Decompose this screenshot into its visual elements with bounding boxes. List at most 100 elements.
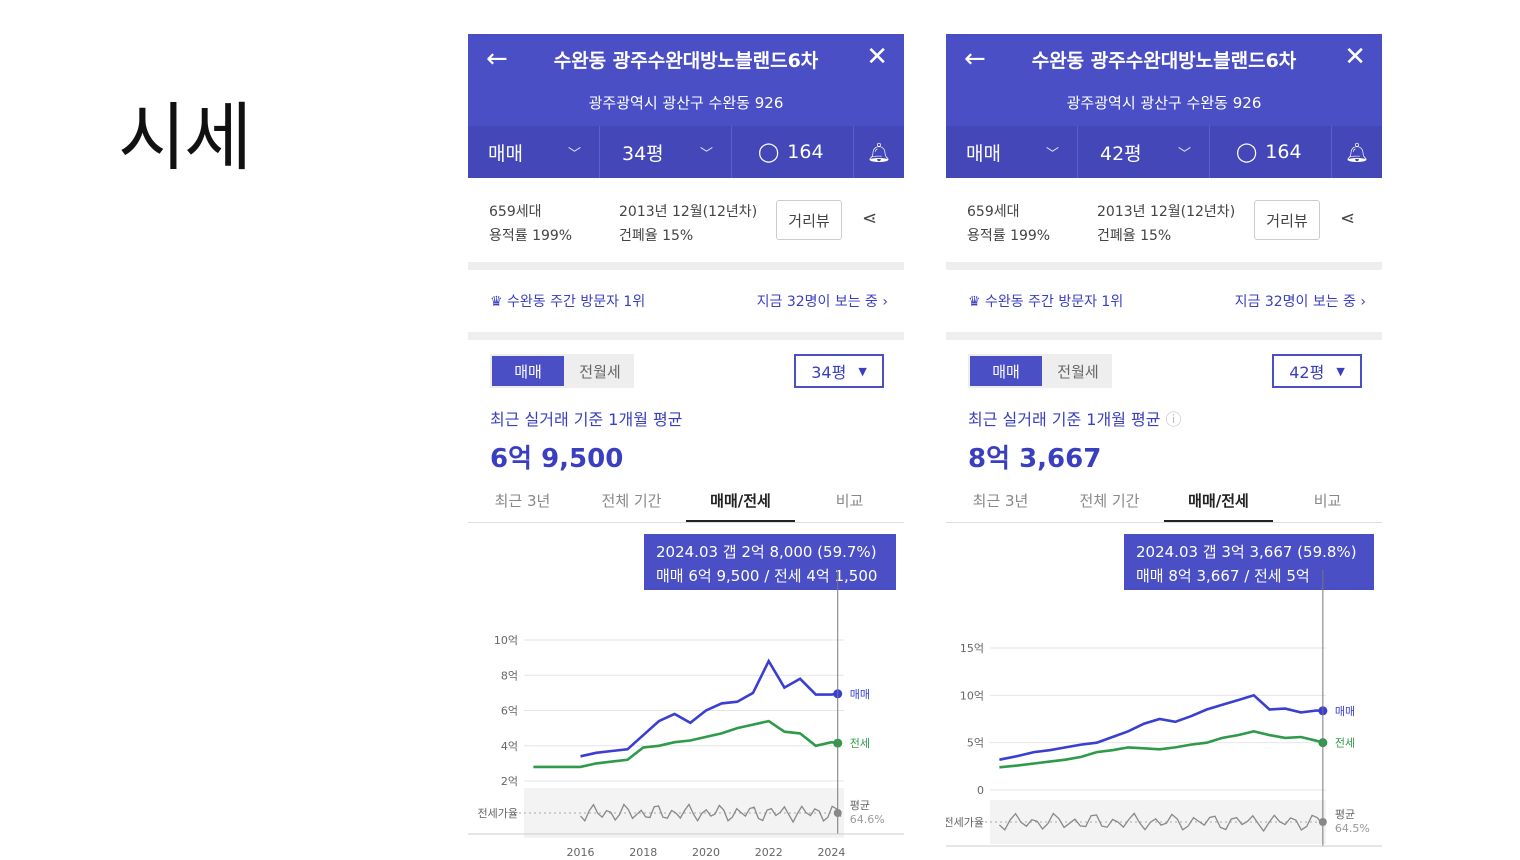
- area-select[interactable]: 42평 ▼: [1272, 354, 1362, 388]
- deal-segment: 매매 전월세: [490, 354, 634, 388]
- street-view-button[interactable]: 거리뷰: [776, 200, 842, 240]
- ratio-avg-value: 64.6%: [850, 813, 885, 826]
- rank-row[interactable]: ♛ 수완동 주간 방문자 1위 지금 32명이 보는 중 ›: [490, 294, 888, 310]
- x-tick-label: 2022: [755, 846, 783, 859]
- chevron-down-icon: ﹀: [567, 146, 581, 162]
- comments-button[interactable]: ◯ 164: [1210, 126, 1332, 178]
- floor-area-ratio: 용적률 199%: [967, 228, 1051, 244]
- help-icon: ⓘ: [1165, 410, 1182, 429]
- crown-icon: ♛: [490, 294, 508, 310]
- street-view-button[interactable]: 거리뷰: [1254, 200, 1320, 240]
- y-tick-label: 15억: [960, 642, 984, 655]
- avg-label: 최근 실거래 기준 1개월 평균: [490, 410, 683, 429]
- floor-area-ratio: 용적률 199%: [489, 228, 573, 244]
- complex-address: 광주광역시 광산구 수완동 926: [1066, 94, 1262, 112]
- share-icon[interactable]: ⋖: [1340, 208, 1356, 229]
- chart-tooltip: 2024.03 갭 2억 8,000 (59.7%) 매매 6억 9,500 / …: [644, 534, 896, 590]
- series-legend-label: 전세: [1335, 737, 1355, 750]
- viewers-text: 지금 32명이 보는 중: [756, 294, 878, 310]
- app-header: ← 수완동 광주수완대방노블랜드6차 ✕ 광주광역시 광산구 수완동 926 매…: [946, 34, 1382, 178]
- back-arrow-icon[interactable]: ←: [486, 44, 508, 74]
- ratio-avg-label: 평균: [850, 799, 870, 812]
- households: 659세대: [967, 204, 1020, 220]
- y-tick-label: 5억: [967, 737, 984, 750]
- tab-all-period[interactable]: 전체 기간: [1079, 492, 1140, 510]
- bell-icon[interactable]: 🔔︎: [866, 141, 892, 164]
- price-panel-34: ← 수완동 광주수완대방노블랜드6차 ✕ 광주광역시 광산구 수완동 926 매…: [468, 34, 904, 859]
- tab-sale-jeonse[interactable]: 매매/전세: [1164, 482, 1273, 522]
- comment-icon: ◯: [1236, 141, 1258, 163]
- y-tick-label: 10억: [960, 689, 984, 702]
- price-panel-42: ← 수완동 광주수완대방노블랜드6차 ✕ 광주광역시 광산구 수완동 926 매…: [946, 34, 1382, 860]
- x-tick-label: 2018: [629, 846, 657, 859]
- y-tick-label: 4억: [501, 740, 518, 753]
- viewers-text: 지금 32명이 보는 중: [1234, 294, 1356, 310]
- chevron-down-icon: ﹀: [699, 146, 713, 162]
- building-coverage: 건폐율 15%: [619, 228, 694, 244]
- y-tick-label: 10억: [494, 634, 518, 647]
- households: 659세대: [489, 204, 542, 220]
- bell-icon[interactable]: 🔔︎: [1344, 141, 1370, 164]
- area-select[interactable]: 34평 ▼: [794, 354, 884, 388]
- period-tabs: 최근 3년 전체 기간 매매/전세 비교: [468, 482, 904, 523]
- close-icon[interactable]: ✕: [866, 42, 888, 72]
- building-coverage: 건폐율 15%: [1097, 228, 1172, 244]
- deal-type-dropdown[interactable]: 매매 ﹀: [946, 126, 1078, 178]
- ratio-end-point: [1318, 818, 1327, 826]
- tab-recent-3y[interactable]: 최근 3년: [972, 492, 1029, 510]
- tab-all-period[interactable]: 전체 기간: [601, 492, 662, 510]
- y-tick-label: 0: [977, 784, 984, 797]
- segment-rent[interactable]: 전월세: [579, 362, 621, 381]
- tab-compare[interactable]: 비교: [1313, 492, 1342, 510]
- close-icon[interactable]: ✕: [1344, 42, 1366, 72]
- complex-title: 수완동 광주수완대방노블랜드6차: [1031, 50, 1297, 72]
- series-line-jeonse: [533, 719, 838, 769]
- segment-sale[interactable]: 매매: [970, 356, 1042, 386]
- series-line-jeonse: [999, 729, 1324, 769]
- app-header: ← 수완동 광주수완대방노블랜드6차 ✕ 광주광역시 광산구 수완동 926 매…: [468, 34, 904, 178]
- comments-button[interactable]: ◯ 164: [732, 126, 854, 178]
- filter-bar: 매매 ﹀ 42평 ﹀ ◯ 164 🔔︎: [946, 126, 1382, 178]
- complex-address: 광주광역시 광산구 수완동 926: [588, 94, 784, 112]
- x-tick-label: 2024: [817, 846, 845, 859]
- tab-recent-3y[interactable]: 최근 3년: [494, 492, 551, 510]
- area-dropdown[interactable]: 34평 ﹀: [600, 126, 732, 178]
- segment-rent[interactable]: 전월세: [1057, 362, 1099, 381]
- series-line-sale: [580, 658, 838, 758]
- tab-sale-jeonse[interactable]: 매매/전세: [686, 482, 795, 522]
- chart-tooltip: 2024.03 갭 3억 3,667 (59.8%) 매매 8억 3,667 / …: [1124, 534, 1374, 590]
- share-icon[interactable]: ⋖: [862, 208, 878, 229]
- rank-row[interactable]: ♛ 수완동 주간 방문자 1위 지금 32명이 보는 중 ›: [968, 294, 1366, 310]
- ratio-end-point: [833, 809, 842, 817]
- chevron-down-icon: ﹀: [1045, 146, 1059, 162]
- back-arrow-icon[interactable]: ←: [964, 44, 986, 74]
- built-date: 2013년 12월(12년차): [1097, 204, 1236, 220]
- rank-text: 수완동 주간 방문자 1위: [985, 294, 1124, 310]
- y-tick-label: 8억: [501, 669, 518, 682]
- avg-price: 6억 9,500: [490, 444, 624, 474]
- segment-sale[interactable]: 매매: [492, 356, 564, 386]
- complex-title: 수완동 광주수완대방노블랜드6차: [553, 50, 819, 72]
- ratio-label: 전세가율: [478, 807, 518, 820]
- series-legend-label: 매매: [850, 688, 870, 701]
- series-legend-label: 전세: [850, 737, 870, 750]
- period-tabs: 최근 3년 전체 기간 매매/전세 비교: [946, 482, 1382, 523]
- ratio-avg-value: 64.5%: [1335, 822, 1370, 835]
- area-dropdown[interactable]: 42평 ﹀: [1078, 126, 1210, 178]
- series-line-sale: [999, 693, 1323, 761]
- ratio-label: 전세가율: [946, 816, 984, 829]
- ratio-avg-label: 평균: [1335, 808, 1355, 821]
- deal-segment: 매매 전월세: [968, 354, 1112, 388]
- x-tick-label: 2016: [566, 846, 594, 859]
- filter-bar: 매매 ﹀ 34평 ﹀ ◯ 164 🔔︎: [468, 126, 904, 178]
- tab-compare[interactable]: 비교: [835, 492, 864, 510]
- avg-price: 8억 3,667: [968, 444, 1102, 474]
- comment-icon: ◯: [758, 141, 780, 163]
- built-date: 2013년 12월(12년차): [619, 204, 758, 220]
- x-tick-label: 2020: [692, 846, 720, 859]
- deal-type-dropdown[interactable]: 매매 ﹀: [468, 126, 600, 178]
- avg-label: 최근 실거래 기준 1개월 평균 ⓘ: [968, 410, 1182, 429]
- slide-title: 시세: [118, 95, 252, 181]
